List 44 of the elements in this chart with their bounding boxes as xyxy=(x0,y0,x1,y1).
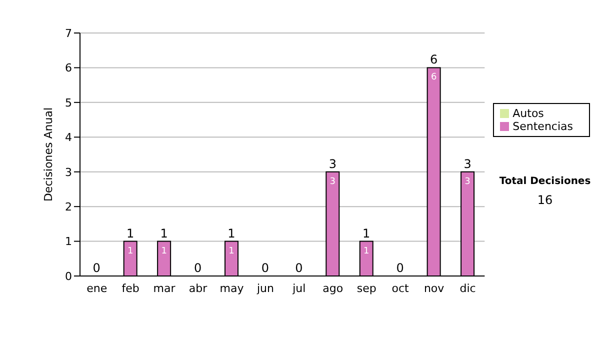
x-tick-label: mar xyxy=(153,282,176,295)
total-label: 1 xyxy=(126,226,134,240)
y-tick-label: 3 xyxy=(65,166,72,179)
total-label: 1 xyxy=(160,226,168,240)
y-tick-label: 0 xyxy=(65,270,72,283)
y-tick-label: 1 xyxy=(65,235,72,248)
x-tick-label: may xyxy=(220,282,244,295)
text: 16 xyxy=(536,193,554,207)
data-label: 1 xyxy=(161,246,167,256)
total-label: 6 xyxy=(430,52,438,67)
data-label: 1 xyxy=(228,246,234,256)
total-label: 1 xyxy=(362,226,370,240)
x-tick-label: abr xyxy=(188,282,208,295)
data-label: 3 xyxy=(330,176,336,187)
y-tick-label: 2 xyxy=(65,200,72,214)
total-label: 0 xyxy=(261,261,270,275)
x-tick-label: ago xyxy=(322,282,344,295)
x-tick-label: oct xyxy=(392,282,410,295)
y-tick-label: 5 xyxy=(65,96,72,110)
x-tick-label: jun xyxy=(256,282,274,295)
x-tick-label: sep xyxy=(356,282,376,295)
x-tick-label: nov xyxy=(424,282,445,295)
total-label: 3 xyxy=(328,156,336,171)
total-label: 0 xyxy=(396,261,404,275)
total-label: 0 xyxy=(92,261,100,275)
y-tick-label: 4 xyxy=(65,131,72,144)
data-label: 6 xyxy=(430,72,437,83)
data-label: 3 xyxy=(464,176,470,187)
y-tick-label: 7 xyxy=(65,26,72,40)
x-tick-label: dic xyxy=(460,282,476,295)
x-tick-label: ene xyxy=(86,282,108,295)
legend-label: Autos xyxy=(512,107,544,120)
legend-label: Sentencias xyxy=(512,120,573,133)
total-label: 3 xyxy=(464,156,472,171)
total-label: 0 xyxy=(194,261,202,275)
data-label: 1 xyxy=(127,246,134,256)
total-label: 0 xyxy=(295,261,303,275)
text: Total Decisiones xyxy=(498,176,592,187)
y-tick-label: 6 xyxy=(65,62,72,75)
y-axis-title: Decisiones Anual xyxy=(42,107,55,202)
total-label: 1 xyxy=(228,226,236,240)
x-tick-label: feb xyxy=(122,282,140,295)
x-tick-label: jul xyxy=(292,282,306,295)
data-label: 1 xyxy=(364,246,370,256)
